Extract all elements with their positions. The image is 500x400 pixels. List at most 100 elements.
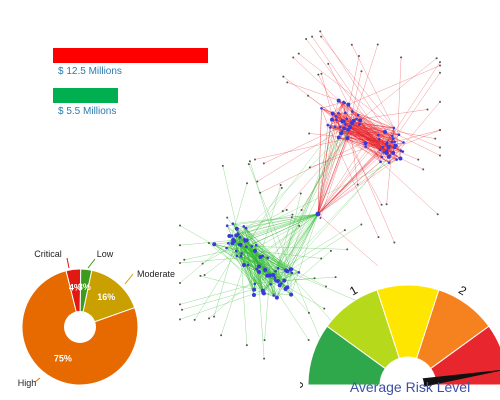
- network-node: [357, 54, 360, 57]
- gauge-hub: [392, 369, 424, 400]
- network-node: [226, 216, 229, 219]
- network-edge: [246, 213, 319, 248]
- network-edge: [277, 127, 351, 282]
- network-node: [292, 56, 295, 59]
- network-node: [393, 143, 398, 148]
- network-edge: [236, 126, 336, 257]
- network-edge: [317, 128, 345, 215]
- network-node: [439, 146, 441, 149]
- network-node: [422, 168, 425, 171]
- network-node: [434, 137, 437, 140]
- donut-category-label: High: [18, 378, 37, 388]
- donut-labels: 4% Critical 3% Low 16% Moderate 75% High: [18, 249, 175, 388]
- network-node: [291, 213, 294, 216]
- network-node: [334, 115, 338, 118]
- network-edge: [251, 246, 293, 270]
- network-edge: [275, 213, 319, 281]
- network-node: [263, 267, 268, 272]
- network-edge: [262, 127, 344, 294]
- network-node: [346, 102, 351, 107]
- network-node: [263, 339, 266, 342]
- network-edge: [350, 58, 437, 128]
- network-node: [271, 272, 276, 277]
- network-node: [272, 294, 275, 297]
- network-node: [377, 137, 381, 141]
- network-node: [254, 243, 258, 247]
- network-edge: [200, 275, 255, 290]
- network-edge: [290, 213, 319, 295]
- network-edge: [338, 100, 402, 151]
- network-node: [239, 254, 243, 258]
- donut-category-label: Critical: [34, 249, 62, 259]
- risk-distribution-donut-chart: 4% Critical 3% Low 16% Moderate 75% High: [18, 249, 175, 388]
- network-edge: [269, 213, 319, 276]
- network-node: [220, 334, 223, 337]
- network-node: [363, 141, 368, 146]
- network-edge: [253, 127, 351, 290]
- network-edge: [179, 255, 264, 264]
- network-node: [393, 241, 396, 244]
- network-edge: [357, 115, 395, 142]
- network-edge: [226, 247, 264, 291]
- network-node: [221, 164, 224, 167]
- network-edge: [243, 226, 265, 294]
- gauge-title: Average Risk Level: [349, 379, 471, 395]
- network-node: [226, 241, 230, 245]
- network-node: [417, 158, 420, 161]
- network-nodes: [179, 30, 441, 360]
- network-edge: [334, 126, 424, 170]
- network-edge: [255, 245, 287, 271]
- network-node: [320, 106, 323, 110]
- network-edge: [273, 229, 346, 276]
- network-node: [207, 242, 210, 245]
- network-edge: [287, 82, 344, 103]
- network-node: [238, 242, 243, 247]
- network-edge: [388, 101, 441, 163]
- network-node: [238, 236, 242, 239]
- network-node: [242, 225, 246, 228]
- network-node: [307, 94, 310, 97]
- network-node: [435, 57, 438, 60]
- network-node: [275, 279, 280, 284]
- network-node: [297, 52, 300, 55]
- network-node: [315, 211, 321, 217]
- network-node: [380, 203, 383, 206]
- network-node: [358, 122, 361, 126]
- network-edge: [332, 113, 382, 205]
- network-edge: [335, 116, 341, 128]
- network-node: [290, 216, 293, 219]
- network-edge: [233, 213, 319, 242]
- high-value-label: $ 12.5 Millions: [58, 66, 122, 77]
- network-node: [436, 213, 439, 216]
- network-edge: [247, 264, 287, 271]
- network-node: [261, 291, 266, 296]
- network-edge: [243, 241, 245, 265]
- network-node: [261, 254, 265, 258]
- network-node: [336, 98, 341, 103]
- network-edge: [317, 143, 366, 215]
- network-edge: [317, 118, 357, 215]
- network-node: [254, 158, 256, 161]
- network-edge: [286, 213, 319, 272]
- network-node: [235, 254, 239, 258]
- network-node: [340, 119, 345, 124]
- network-node: [273, 276, 277, 279]
- network-edge: [345, 112, 383, 148]
- donut-slice-moderate: [79, 269, 136, 328]
- network-node: [259, 191, 262, 194]
- network-edge: [388, 72, 441, 148]
- network-node: [378, 148, 382, 151]
- network-node: [248, 160, 251, 163]
- network-edge: [317, 143, 387, 215]
- network-node: [234, 226, 239, 231]
- network-node: [299, 192, 302, 195]
- network-node: [323, 307, 326, 310]
- network-node: [234, 249, 238, 253]
- network-edge: [254, 127, 394, 160]
- network-edge: [262, 142, 404, 291]
- network-edge: [243, 213, 319, 266]
- network-node: [377, 133, 380, 137]
- network-edge: [290, 269, 323, 344]
- network-node: [356, 113, 360, 117]
